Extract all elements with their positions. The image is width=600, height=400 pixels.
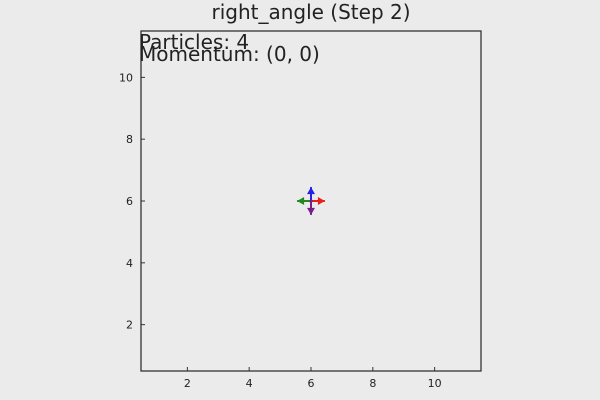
x-axis: 2 4 6 8 10 [184,367,442,390]
particle-layer [297,187,325,215]
velocity-arrow-head [307,207,315,215]
particle-4 [307,199,315,215]
particles-count-label: Particles: 4 [139,30,249,54]
momentum-label: Momentum: (0, 0) [139,42,320,66]
x-tick-label: 8 [369,377,376,390]
y-tick-label: 10 [119,71,133,84]
velocity-arrow-head [297,197,305,205]
velocity-arrow-head [317,197,325,205]
chart-title: right_angle (Step 2) [211,0,410,24]
x-tick-label: 2 [184,377,191,390]
y-tick-label: 2 [126,319,133,332]
y-tick-label: 8 [126,133,133,146]
x-tick-label: 6 [308,377,315,390]
x-tick-label: 10 [428,377,442,390]
x-tick-label: 4 [246,377,253,390]
y-tick-label: 4 [126,257,133,270]
particle-point [309,199,313,203]
velocity-arrow-head [307,187,315,195]
y-tick-label: 6 [126,195,133,208]
y-axis: 2 4 6 8 10 [119,71,145,332]
